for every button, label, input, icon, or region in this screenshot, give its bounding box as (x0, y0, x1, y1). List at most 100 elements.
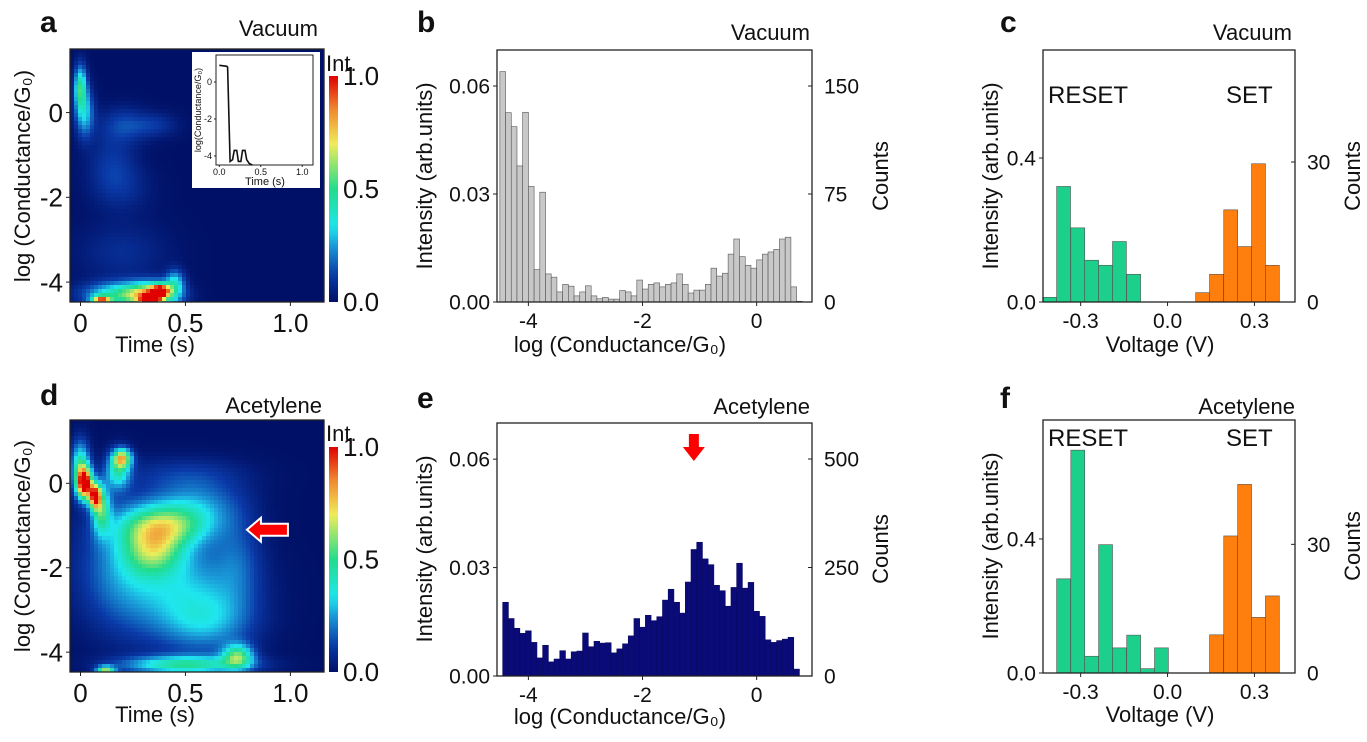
heatmap-cell (78, 125, 83, 130)
heatmap-cell (222, 265, 227, 270)
heatmap-cell (138, 61, 143, 66)
heatmap-cell (242, 245, 247, 250)
heatmap-cell (98, 69, 103, 74)
heatmap-cell (150, 109, 155, 114)
heatmap-cell (130, 440, 135, 445)
heatmap-cell (78, 185, 83, 190)
heatmap-cell (130, 432, 135, 437)
heatmap-cell (234, 249, 239, 254)
heatmap-cell (182, 265, 187, 270)
heatmap-cell (170, 105, 175, 110)
heatmap-cell (266, 428, 271, 433)
heatmap-cell (178, 197, 183, 202)
heatmap-cell (166, 265, 171, 270)
heatmap-cell (218, 217, 223, 222)
heatmap-cell (102, 452, 107, 457)
heatmap-cell (306, 440, 311, 445)
heatmap-cell (110, 209, 115, 214)
heatmap-cell (118, 237, 123, 242)
heatmap-cell (122, 133, 127, 138)
heatmap-cell (90, 217, 95, 222)
heatmap-cell (130, 121, 135, 126)
heatmap-cell (138, 285, 143, 290)
heatmap-cell (258, 189, 263, 194)
heatmap-cell (294, 241, 299, 246)
heatmap-cell (90, 440, 95, 445)
heatmap-cell (102, 221, 107, 226)
heatmap-cell (114, 121, 119, 126)
heatmap-cell (194, 448, 199, 453)
heatmap-cell (134, 245, 139, 250)
heatmap-cell (150, 197, 155, 202)
panel-a-xtick-label: 0.5 (167, 308, 203, 338)
heatmap-cell (106, 229, 111, 234)
heatmap-cell (94, 137, 99, 142)
heatmap-cell (218, 460, 223, 465)
heatmap-cell (230, 444, 235, 449)
heatmap-cell (130, 153, 135, 158)
heatmap-cell (214, 49, 219, 54)
heatmap-cell (286, 209, 291, 214)
heatmap-cell (134, 145, 139, 150)
heatmap-cell (78, 85, 83, 90)
heatmap-cell (114, 257, 119, 262)
heatmap-cell (206, 432, 211, 437)
heatmap-cell (318, 289, 323, 294)
heatmap-cell (154, 185, 159, 190)
heatmap-cell (190, 209, 195, 214)
heatmap-cell (210, 444, 215, 449)
heatmap-cell (74, 69, 79, 74)
heatmap-cell (174, 205, 179, 210)
heatmap-cell (174, 97, 179, 102)
heatmap-cell (222, 456, 227, 461)
heatmap-cell (106, 161, 111, 166)
heatmap-cell (234, 237, 239, 242)
heatmap-cell (322, 249, 325, 254)
heatmap-cell (110, 81, 115, 86)
heatmap-cell (198, 205, 203, 210)
heatmap-cell (318, 69, 323, 74)
heatmap-cell (114, 297, 119, 302)
heatmap-cell (322, 432, 325, 437)
heatmap-cell (98, 137, 103, 142)
heatmap-cell (134, 73, 139, 78)
heatmap-cell (142, 125, 147, 130)
heatmap-cell (310, 297, 315, 302)
heatmap-cell (146, 209, 151, 214)
heatmap-cell (246, 460, 251, 465)
heatmap-cell (234, 205, 239, 210)
heatmap-cell (202, 237, 207, 242)
heatmap-cell (258, 281, 263, 286)
heatmap-cell (314, 257, 319, 262)
heatmap-cell (218, 205, 223, 210)
heatmap-cell (210, 201, 215, 206)
heatmap-cell (162, 181, 167, 186)
heatmap-cell (122, 117, 127, 122)
heatmap-cell (174, 69, 179, 74)
heatmap-cell (302, 269, 307, 274)
heatmap-cell (166, 241, 171, 246)
heatmap-cell (82, 193, 87, 198)
heatmap-cell (114, 241, 119, 246)
heatmap-cell (118, 173, 123, 178)
heatmap-cell (150, 85, 155, 90)
heatmap-cell (106, 137, 111, 142)
heatmap-cell (242, 289, 247, 294)
heatmap-cell (282, 440, 287, 445)
heatmap-cell (74, 289, 79, 294)
heatmap-cell (246, 201, 251, 206)
heatmap-cell (210, 297, 215, 302)
heatmap-cell (130, 89, 135, 94)
heatmap-cell (166, 61, 171, 66)
bar (602, 297, 609, 303)
heatmap-cell (258, 460, 263, 465)
heatmap-cell (194, 456, 199, 461)
heatmap-cell (198, 293, 203, 298)
heatmap-cell (106, 293, 111, 298)
heatmap-cell (270, 456, 275, 461)
heatmap-cell (190, 436, 195, 441)
heatmap-cell (106, 297, 111, 302)
heatmap-cell (234, 436, 239, 441)
heatmap-cell (150, 165, 155, 170)
heatmap-cell (162, 225, 167, 230)
